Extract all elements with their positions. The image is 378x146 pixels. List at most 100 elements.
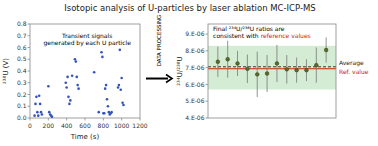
plot-frame (208, 24, 336, 118)
right-axes: 4.E-06 5.E-06 6.E-06 7.E-06 8.E-06 9.E-06 ²³⁴U… (176, 24, 336, 121)
x-tick (48, 118, 49, 121)
signal-point (68, 103, 71, 106)
x-tick (140, 118, 141, 121)
signal-point (105, 84, 108, 87)
y-tick-label: 0.5 (17, 55, 27, 62)
signal-point (64, 81, 67, 84)
ratio-point (285, 67, 289, 71)
signal-point (75, 76, 78, 79)
y-tick-label: 8.E-06 (185, 47, 204, 54)
signal-point (48, 111, 51, 114)
signal-point (37, 114, 40, 117)
y-tick-label: 7.E-06 (185, 64, 204, 71)
x-tick-label: 1200 (132, 122, 147, 129)
arrow-head (166, 75, 172, 83)
signal-point (39, 103, 42, 106)
signal-point (67, 96, 70, 99)
x-tick (103, 118, 104, 121)
y-tick (28, 94, 31, 95)
ratio-point (275, 62, 279, 66)
ratio-point (314, 63, 318, 67)
signal-point (100, 51, 103, 54)
y-axis-label: ²³⁴U/²³⁸U (176, 56, 184, 85)
y-tick (28, 24, 31, 25)
y-tick (28, 35, 31, 36)
ratio-point (305, 68, 309, 72)
y-tick-label: 4.E-06 (185, 114, 204, 121)
y-tick (206, 118, 209, 119)
process-arrow: DATA PROCESSING (146, 15, 172, 83)
signal-point (40, 111, 43, 114)
signal-point (103, 112, 106, 115)
reference-line (208, 68, 336, 69)
signal-point (107, 105, 110, 108)
signal-point (69, 99, 72, 102)
x-axis-label: Time (s) (70, 133, 100, 141)
y-tick-label: 0.1 (17, 102, 27, 109)
signal-point (51, 116, 54, 118)
ratio-point (324, 48, 328, 52)
left-axes: 0200400600800100012000.00.10.20.30.40.50… (2, 20, 148, 141)
signal-point (71, 74, 74, 77)
signal-point (97, 111, 100, 114)
x-tick-label: 400 (61, 122, 73, 129)
signal-point (34, 103, 37, 106)
signal-point (119, 89, 122, 92)
ratio-point (236, 62, 240, 66)
signal-point (93, 71, 96, 74)
y-tick-label: 0.6 (17, 44, 27, 51)
reference-label: Average (339, 59, 364, 67)
ratio-point (295, 68, 299, 72)
y-tick (28, 47, 31, 48)
x-tick-label: 600 (79, 122, 91, 129)
x-tick-label: 0 (28, 122, 32, 129)
annotation-line: generated by each U particle (43, 39, 131, 47)
signal-point (35, 96, 38, 99)
ratio-point (226, 57, 230, 61)
y-tick-label: 6.E-06 (185, 81, 204, 88)
signal-point (66, 76, 69, 79)
y-tick (28, 118, 31, 119)
signal-point (122, 104, 125, 107)
chart-title: Isotopic analysis of U-particles by lase… (64, 3, 316, 13)
y-tick (28, 59, 31, 60)
signal-point (110, 111, 113, 114)
y-tick-label: 0.4 (17, 67, 27, 74)
signal-point (119, 49, 122, 52)
y-tick (28, 106, 31, 107)
y-axis-label: ²³⁸U (V) (2, 58, 10, 84)
y-tick-label: 0.7 (17, 32, 27, 39)
y-tick (206, 101, 209, 102)
y-tick (206, 67, 209, 68)
signal-points (33, 49, 125, 118)
right-annotation: Final ²³⁴U/²³⁸U ratios are (213, 25, 285, 32)
signal-point (120, 77, 123, 80)
signal-point (36, 111, 39, 114)
x-tick (121, 118, 122, 121)
signal-point (106, 98, 109, 101)
y-tick-label: 0.8 (17, 20, 27, 27)
y-tick-label: 9.E-06 (185, 30, 204, 37)
annotation-part: reference values (261, 32, 311, 39)
right-annotation-line: consistent withreference values (213, 32, 311, 39)
ratio-point (216, 60, 220, 64)
signal-point (65, 86, 68, 89)
y-tick-label: 0.3 (17, 79, 27, 86)
chart-root: Isotopic analysis of U-particles by lase… (0, 0, 378, 146)
y-tick-label: 5.E-06 (185, 97, 204, 104)
ratio-marks (208, 37, 336, 97)
x-tick-label: 200 (43, 122, 55, 129)
signal-point (117, 86, 120, 89)
y-tick (206, 34, 209, 35)
signal-point (38, 94, 41, 97)
signal-point (41, 113, 44, 116)
y-tick (206, 84, 209, 85)
x-tick (66, 118, 67, 121)
reference-band (208, 46, 336, 90)
signal-point (47, 85, 50, 88)
y-tick (28, 71, 31, 72)
ratio-point (245, 67, 249, 71)
y-tick-label: 0.0 (17, 114, 27, 121)
x-tick (85, 118, 86, 121)
signal-point (33, 114, 36, 117)
